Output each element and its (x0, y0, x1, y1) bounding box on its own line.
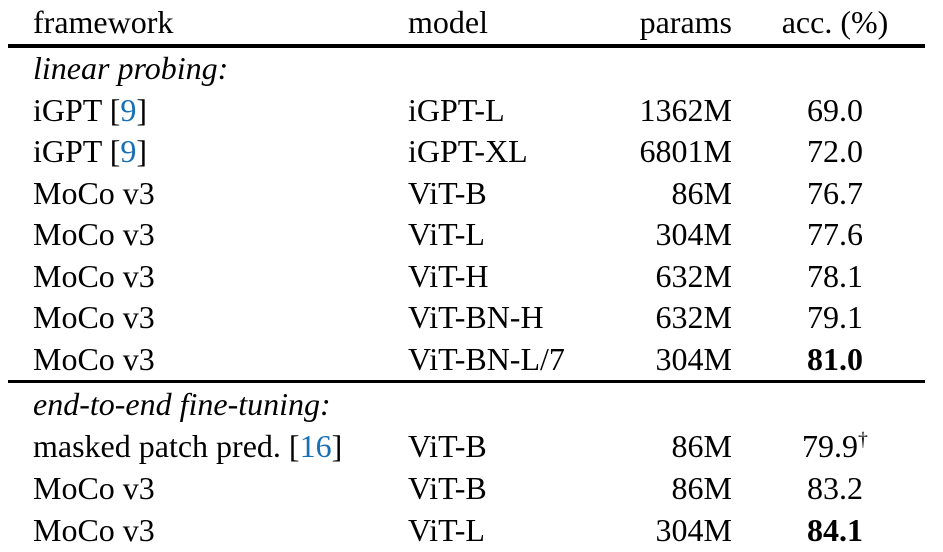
table-row: iGPT [9] iGPT-XL 6801M 72.0 (8, 131, 925, 173)
cell-params: 304M (655, 216, 732, 253)
table-row: MoCo v3 ViT-B 86M 83.2 (8, 468, 925, 510)
col-header-params: params (639, 3, 732, 40)
results-table: framework model params acc. (%) linear p… (8, 0, 925, 552)
cell-model: ViT-B (408, 470, 487, 507)
cell-acc: 78.1 (807, 257, 863, 294)
section-divider-rule (8, 380, 925, 383)
cell-model: ViT-L (408, 512, 485, 549)
table-row: MoCo v3 ViT-B 86M 76.7 (8, 173, 925, 215)
cell-params: 6801M (639, 133, 732, 170)
framework-text-suffix: ] (136, 133, 148, 170)
cell-model: iGPT-L (408, 91, 505, 128)
cell-acc: 79.9† (732, 428, 925, 465)
section-header-row: linear probing: (8, 48, 925, 90)
dagger-footnote-marker: † (858, 428, 868, 451)
cell-model: ViT-B (408, 174, 487, 211)
cell-model: ViT-H (408, 257, 489, 294)
framework-text-suffix: ] (136, 91, 148, 128)
table-row: iGPT [9] iGPT-L 1362M 69.0 (8, 90, 925, 132)
cell-model: ViT-BN-H (408, 299, 544, 336)
cell-framework: iGPT [9] (8, 133, 408, 170)
cell-params: 632M (655, 257, 732, 294)
cell-params: 86M (671, 470, 732, 507)
cell-acc-best: 81.0 (807, 340, 863, 377)
col-header-model: model (408, 3, 488, 40)
cell-model: ViT-L (408, 216, 485, 253)
cell-params: 632M (655, 299, 732, 336)
cell-model: iGPT-XL (408, 133, 528, 170)
framework-text-suffix: ] (331, 427, 343, 464)
framework-text: iGPT [ (33, 91, 121, 128)
section-end-to-end-fine-tuning: end-to-end fine-tuning: masked patch pre… (8, 383, 925, 552)
cell-model: ViT-BN-L/7 (408, 340, 565, 377)
framework-text: masked patch pred. [ (33, 427, 300, 464)
cell-framework: MoCo v3 (33, 257, 155, 294)
table-row: MoCo v3 ViT-L 304M 77.6 (8, 214, 925, 256)
cell-model: ViT-B (408, 427, 487, 464)
cell-framework: MoCo v3 (33, 470, 155, 507)
cell-acc: 77.6 (807, 216, 863, 253)
cell-framework: MoCo v3 (33, 512, 155, 549)
section-linear-probing: linear probing: iGPT [9] iGPT-L 1362M 69… (8, 48, 925, 380)
cell-framework: MoCo v3 (33, 340, 155, 377)
cell-params: 86M (671, 174, 732, 211)
table-row: MoCo v3 ViT-L 304M 84.1 (8, 510, 925, 552)
acc-value: 79.9 (802, 427, 859, 464)
cell-params: 86M (671, 427, 732, 464)
cell-acc: 76.7 (807, 174, 863, 211)
cell-params: 304M (655, 512, 732, 549)
section-label-end-to-end: end-to-end fine-tuning: (33, 385, 331, 422)
cell-acc: 69.0 (807, 91, 863, 128)
cell-params: 1362M (639, 91, 732, 128)
cell-acc: 83.2 (807, 470, 863, 507)
col-header-acc: acc. (%) (781, 3, 889, 40)
col-header-framework: framework (33, 3, 174, 40)
citation-link-9[interactable]: 9 (120, 133, 137, 170)
cell-acc-best: 84.1 (807, 512, 863, 549)
table-row: masked patch pred. [16] ViT-B 86M 79.9† (8, 425, 925, 467)
cell-framework: iGPT [9] (8, 92, 408, 129)
table-header-row: framework model params acc. (%) (8, 0, 925, 48)
cell-framework: MoCo v3 (33, 299, 155, 336)
cell-framework: masked patch pred. [16] (8, 428, 408, 465)
framework-text: iGPT [ (33, 133, 121, 170)
citation-link-9[interactable]: 9 (120, 91, 137, 128)
cell-framework: MoCo v3 (33, 216, 155, 253)
citation-link-16[interactable]: 16 (299, 427, 332, 464)
section-label-linear-probing: linear probing: (33, 50, 229, 87)
table-row: MoCo v3 ViT-BN-L/7 304M 81.0 (8, 339, 925, 381)
cell-params: 304M (655, 340, 732, 377)
cell-framework: MoCo v3 (33, 174, 155, 211)
section-header-row: end-to-end fine-tuning: (8, 383, 925, 425)
table-row: MoCo v3 ViT-BN-H 632M 79.1 (8, 297, 925, 339)
cell-acc: 79.1 (807, 299, 863, 336)
table-row: MoCo v3 ViT-H 632M 78.1 (8, 256, 925, 298)
cell-acc: 72.0 (807, 133, 863, 170)
